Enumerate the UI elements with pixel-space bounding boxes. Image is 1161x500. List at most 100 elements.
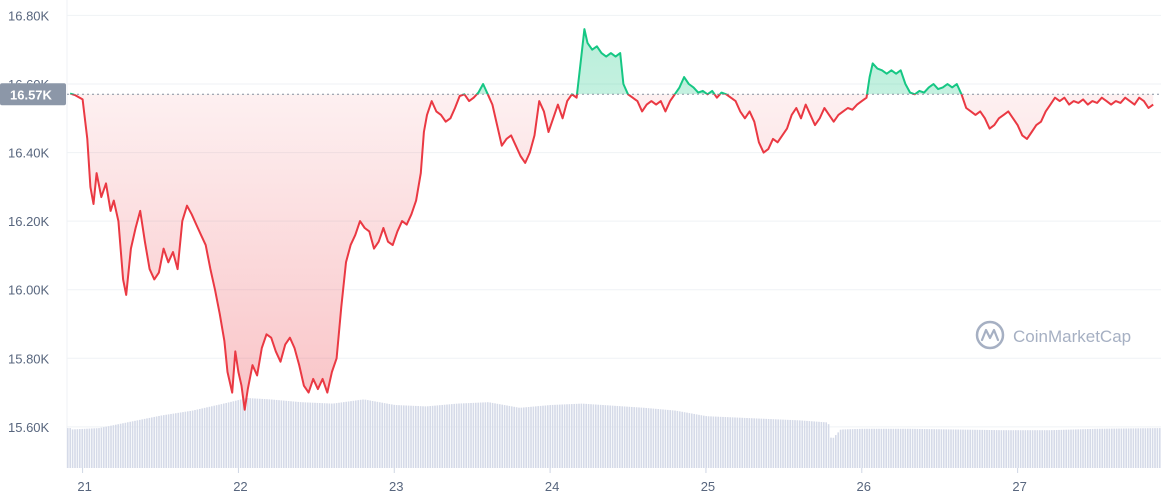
volume-bar xyxy=(520,407,523,468)
volume-bar xyxy=(983,429,986,468)
volume-bar xyxy=(597,404,599,468)
volume-bar xyxy=(950,429,952,468)
volume-bar xyxy=(362,399,364,468)
volume-bar xyxy=(1127,428,1130,468)
volume-bar xyxy=(403,405,405,468)
watermark-text: CoinMarketCap xyxy=(1013,327,1131,346)
volume-bar xyxy=(400,405,403,468)
volume-bar xyxy=(1072,429,1075,468)
volume-bar xyxy=(201,408,203,468)
volume-bar xyxy=(117,424,119,468)
volume-bar xyxy=(1046,430,1048,468)
volume-bar xyxy=(674,410,676,468)
volume-bar xyxy=(909,428,911,468)
volume-bar xyxy=(722,416,724,468)
volume-bar xyxy=(698,414,700,468)
volume-bar xyxy=(239,399,242,468)
y-tick-label: 16.40K xyxy=(8,146,50,161)
volume-bar xyxy=(602,405,604,468)
volume-bar xyxy=(467,403,470,468)
volume-bar xyxy=(547,405,549,468)
volume-bar xyxy=(1017,430,1019,468)
volume-bar xyxy=(604,405,607,468)
volume-bar xyxy=(86,428,88,468)
volume-bar xyxy=(957,429,959,468)
volume-bar xyxy=(837,432,839,468)
volume-bar xyxy=(441,404,443,468)
volume-bar xyxy=(847,429,849,468)
y-tick-label: 16.20K xyxy=(8,214,50,229)
volume-bar xyxy=(388,403,391,468)
volume-bar xyxy=(926,429,928,468)
volume-bar xyxy=(115,424,117,468)
volume-bar xyxy=(1041,430,1043,468)
x-tick-label: 21 xyxy=(77,479,91,494)
volume-bar xyxy=(734,417,736,468)
volume-bar xyxy=(371,400,374,468)
volume-bar xyxy=(429,406,431,468)
current-price-label-text: 16.57K xyxy=(10,87,53,102)
volume-bar xyxy=(638,407,640,468)
volume-bar xyxy=(177,412,179,468)
volume-bar xyxy=(1010,430,1012,468)
volume-bar xyxy=(1012,430,1015,468)
volume-bar xyxy=(189,410,191,468)
volume-bar xyxy=(1094,428,1096,468)
volume-bar xyxy=(693,413,695,468)
volume-bar xyxy=(148,417,151,468)
volume-bar xyxy=(343,402,345,468)
volume-bar xyxy=(386,403,388,468)
volume-bar xyxy=(1022,430,1024,468)
volume-bar xyxy=(928,429,931,468)
volume-bar xyxy=(1142,428,1144,468)
volume-bar xyxy=(1118,428,1120,468)
series-line-up xyxy=(69,28,963,95)
volume-bar xyxy=(431,405,434,468)
x-tick-label: 25 xyxy=(701,479,715,494)
volume-bar xyxy=(1019,430,1022,468)
volume-bar xyxy=(938,429,940,468)
volume-bar xyxy=(316,402,319,468)
volume-bar xyxy=(943,429,945,468)
volume-bar xyxy=(297,401,299,468)
area-below-baseline xyxy=(70,94,1154,410)
volume-bar xyxy=(227,402,230,468)
volume-bar xyxy=(213,405,215,468)
volume-bar xyxy=(242,398,244,468)
volume-bar xyxy=(724,417,727,468)
volume-bar xyxy=(952,429,955,468)
volume-bar xyxy=(897,428,899,468)
volume-bar xyxy=(100,427,103,468)
volume-bar xyxy=(796,420,799,468)
volume-bar xyxy=(575,403,578,468)
volume-bar xyxy=(585,403,587,468)
volume-bar xyxy=(794,420,796,468)
volume-bar xyxy=(199,408,201,468)
volume-bar xyxy=(1120,428,1123,468)
volume-bar xyxy=(460,403,463,468)
volume-bar xyxy=(340,402,343,468)
volume-bar xyxy=(323,403,326,468)
volume-bar xyxy=(873,428,875,468)
volume-bar xyxy=(328,403,331,468)
volume-bar xyxy=(383,403,386,468)
volume-bar xyxy=(655,408,657,468)
volume-bar xyxy=(499,404,501,468)
volume-bar xyxy=(525,407,527,468)
volume-bar xyxy=(287,401,290,468)
volume-bar xyxy=(885,428,887,468)
volume-bar xyxy=(1065,429,1067,468)
volume-bar xyxy=(1108,428,1111,468)
x-tick-label: 22 xyxy=(233,479,247,494)
volume-bar xyxy=(568,404,571,468)
volume-bar xyxy=(784,419,787,468)
volume-bar xyxy=(969,429,971,468)
volume-bar xyxy=(991,430,993,468)
volume-bar xyxy=(160,415,163,468)
volume-bar xyxy=(321,403,323,468)
volume-bar xyxy=(1147,428,1149,468)
volume-bar xyxy=(611,405,614,468)
volume-bar xyxy=(443,404,446,468)
volume-bar xyxy=(1048,430,1051,468)
